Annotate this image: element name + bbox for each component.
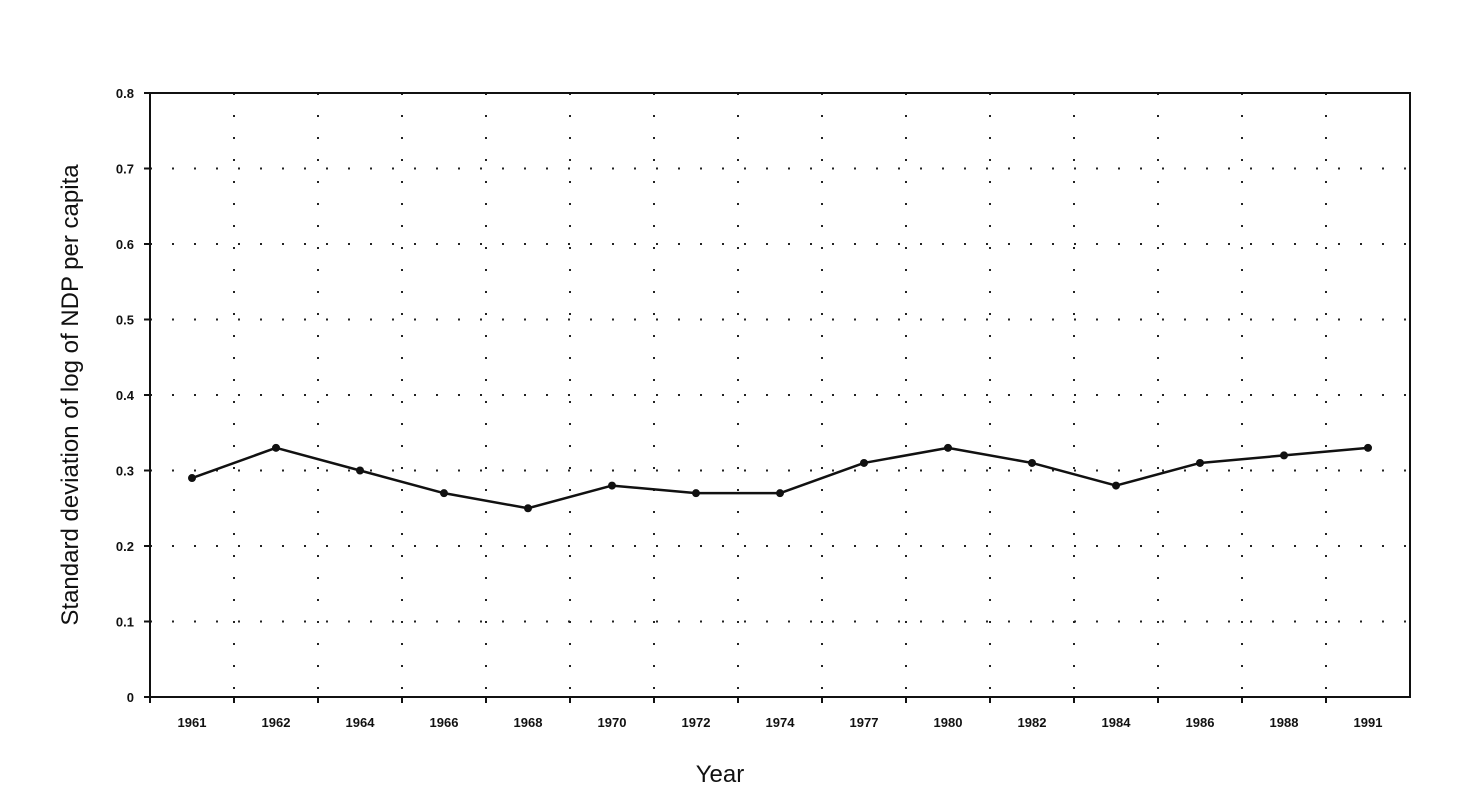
series-layer (188, 443, 1372, 513)
data-point (356, 466, 364, 475)
plot-frame (149, 92, 1411, 698)
y-tick-label: 0 (127, 690, 134, 705)
series-line (191, 446, 1369, 510)
data-point (692, 489, 700, 498)
y-tick-label: 0.5 (116, 313, 134, 328)
x-tick-label: 1988 (1270, 715, 1299, 730)
x-tick-label: 1977 (850, 715, 879, 730)
y-tick-label: 0.8 (116, 86, 134, 101)
y-tick-label: 0.6 (116, 237, 134, 252)
data-point (1364, 443, 1372, 452)
y-tick-label: 0.3 (116, 464, 134, 479)
data-point (524, 504, 532, 513)
x-tick-label: 1982 (1018, 715, 1047, 730)
data-point (1280, 451, 1288, 460)
x-tick-label: 1966 (430, 715, 459, 730)
x-tick-label: 1980 (934, 715, 963, 730)
data-point (944, 443, 952, 452)
y-axis-label: Standard deviation of log of NDP per cap… (57, 164, 84, 626)
data-point (608, 481, 616, 490)
x-tick-label: 1968 (514, 715, 543, 730)
x-tick-label: 1991 (1354, 715, 1383, 730)
y-tick-label: 0.2 (116, 539, 134, 554)
y-tick-label: 0.4 (116, 388, 135, 403)
x-tick-label: 1984 (1102, 715, 1132, 730)
data-point (1028, 458, 1036, 467)
data-point (188, 474, 196, 483)
x-axis-label: Year (696, 761, 745, 788)
x-axis-ticks: 1961 1962 1964 1966 1968 1970 1972 1974 1977 1980… (149, 697, 1383, 730)
x-tick-label: 1972 (682, 715, 711, 730)
y-tick-label: 0.1 (116, 615, 134, 630)
x-tick-label: 1961 (178, 715, 207, 730)
y-tick-label: 0.7 (116, 162, 134, 177)
gridlines (150, 93, 1410, 697)
data-point (776, 489, 784, 498)
data-point (1196, 458, 1204, 467)
y-axis-ticks: 0 0.1 0.2 0.3 0.4 0.5 0.6 0.7 0.8 (116, 86, 150, 705)
x-tick-label: 1974 (766, 715, 796, 730)
data-point (440, 489, 448, 498)
data-point (860, 458, 868, 467)
x-tick-label: 1964 (346, 715, 376, 730)
x-tick-label: 1970 (598, 715, 627, 730)
data-point (1112, 481, 1120, 490)
x-tick-label: 1986 (1186, 715, 1215, 730)
x-tick-label: 1962 (262, 715, 291, 730)
data-point (272, 443, 280, 452)
